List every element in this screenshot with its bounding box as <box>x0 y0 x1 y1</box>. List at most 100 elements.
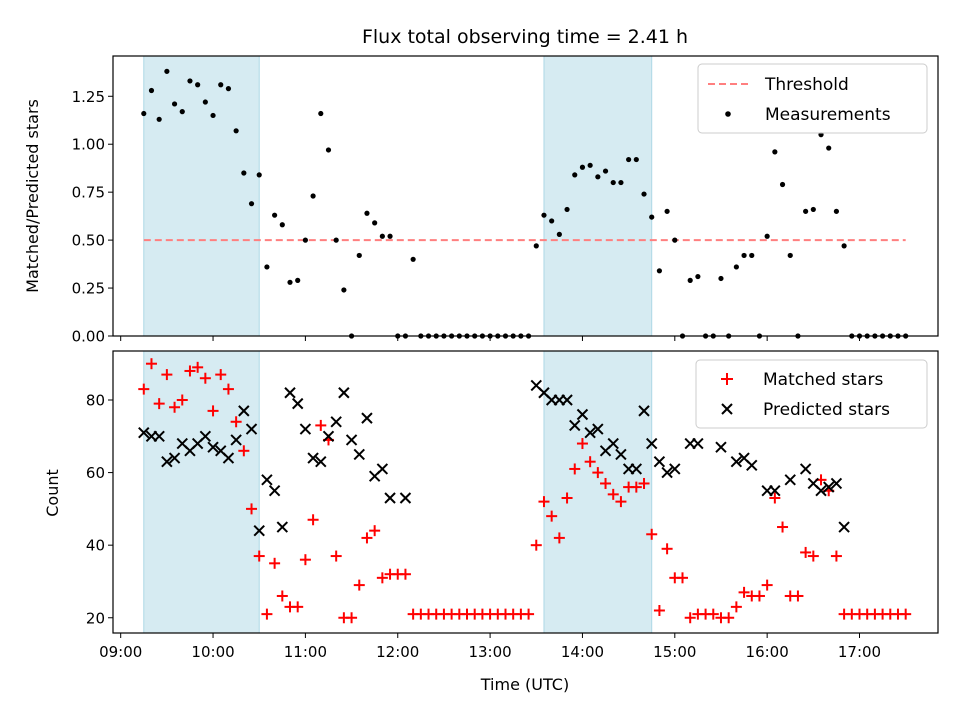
measurement-point <box>187 78 193 84</box>
matched-star-point <box>376 572 388 584</box>
matched-star-point <box>261 608 273 620</box>
measurement-point <box>664 208 670 214</box>
matched-star-point <box>592 467 604 479</box>
bottom-legend: Matched stars Predicted stars <box>695 359 928 429</box>
measurement-point <box>333 237 339 243</box>
measurement-point <box>779 181 786 188</box>
top-legend: Threshold Measurements <box>697 63 928 134</box>
measurement-point <box>749 252 755 259</box>
measurement-point <box>341 287 347 293</box>
predicted-star-point <box>823 481 835 493</box>
measurement-point <box>218 82 224 88</box>
matched-star-point <box>807 550 819 562</box>
measurement-point <box>410 256 416 262</box>
top-plot-frame <box>112 55 939 337</box>
predicted-star-point <box>153 430 165 442</box>
predicted-star-point <box>715 441 727 453</box>
matched-star-point <box>730 601 742 613</box>
measurement-point <box>295 277 301 283</box>
matched-star-point <box>399 568 411 580</box>
x-tick-label: 17:00 <box>838 643 881 661</box>
measurement-point <box>572 172 578 178</box>
predicted-star-point <box>730 455 743 468</box>
measurement-point <box>225 86 232 92</box>
measurement-point <box>787 252 793 259</box>
matched-star-point <box>330 550 342 562</box>
predicted-star-point <box>592 423 604 435</box>
matched-star-point <box>653 604 665 616</box>
matched-star-point <box>192 361 204 373</box>
measurement-point <box>318 110 324 117</box>
measurement-point <box>556 231 562 237</box>
predicted-star-point <box>338 387 350 399</box>
measurement-point <box>171 101 178 107</box>
measurement-point <box>148 87 155 94</box>
predicted-star-point <box>561 394 573 406</box>
predicted-star-point <box>838 521 850 533</box>
matched-star-point <box>638 477 650 489</box>
matched-star-point <box>184 365 196 377</box>
matched-star-point <box>546 510 558 522</box>
matched-star-point <box>538 496 550 508</box>
top-y-tick-label: 0.75 <box>72 184 105 202</box>
x-tick-label: 09:00 <box>99 643 142 661</box>
measurement-point <box>602 168 609 174</box>
measurement-point <box>541 212 547 218</box>
x-tick-label: 16:00 <box>746 643 789 661</box>
matched-star-point <box>569 463 581 475</box>
measurement-point <box>764 233 770 239</box>
measurement-point <box>656 268 663 274</box>
measurement-point <box>356 252 362 259</box>
predicted-star-point <box>692 437 704 450</box>
matched-star-point <box>222 383 234 395</box>
measurement-point <box>287 279 293 285</box>
predicted-star-point <box>291 397 304 410</box>
measurement-point <box>256 172 262 178</box>
predicted-star-point <box>361 412 373 424</box>
top-y-tick-label: 1.25 <box>72 88 105 106</box>
predicted-star-point <box>669 463 681 475</box>
measurement-point <box>626 156 632 163</box>
matched-star-point <box>161 369 173 381</box>
matched-star-point <box>246 503 258 515</box>
predicted-star-point <box>138 426 150 439</box>
x-tick-label: 10:00 <box>191 643 234 661</box>
matched-star-point <box>153 398 165 410</box>
matched-star-point <box>199 372 211 384</box>
bottom-plot-frame <box>112 350 939 634</box>
measurement-point <box>687 277 693 283</box>
matched-star-point <box>584 456 596 468</box>
predicted-star-point <box>315 455 327 468</box>
bottom-y-tick-label: 40 <box>86 537 105 555</box>
matched-star-point <box>215 369 227 381</box>
predicted-star-point <box>815 485 827 497</box>
measurement-point <box>741 252 747 259</box>
measurement-point <box>141 110 147 117</box>
matched-star-point <box>253 550 265 562</box>
legend-predicted-label: Predicted stars <box>763 400 890 420</box>
matched-star-point <box>138 383 150 395</box>
matched-star-point <box>615 496 627 508</box>
measurement-point <box>826 145 832 151</box>
measurement-point <box>241 170 247 176</box>
matched-star-point <box>661 543 673 555</box>
matched-star-point <box>561 492 573 504</box>
predicted-star-point <box>238 405 250 417</box>
matched-star-point <box>315 419 327 431</box>
predicted-star-point <box>376 463 389 475</box>
measurement-point <box>718 275 724 282</box>
matched-star-point <box>299 554 311 566</box>
predicted-star-point <box>284 387 296 399</box>
measurement-point <box>618 179 624 186</box>
measurement-point <box>279 222 285 228</box>
top-y-tick-label: 0.50 <box>72 232 105 250</box>
top-y-tick-label: 0.00 <box>72 328 105 346</box>
matched-star-point <box>800 546 812 558</box>
measurement-point <box>202 99 208 105</box>
legend-threshold-label: Threshold <box>764 75 849 95</box>
x-tick-label: 15:00 <box>653 643 696 661</box>
measurement-point <box>595 174 601 180</box>
predicted-star-point <box>384 492 396 504</box>
matched-star-point <box>353 579 365 591</box>
measurement-point <box>833 208 840 214</box>
